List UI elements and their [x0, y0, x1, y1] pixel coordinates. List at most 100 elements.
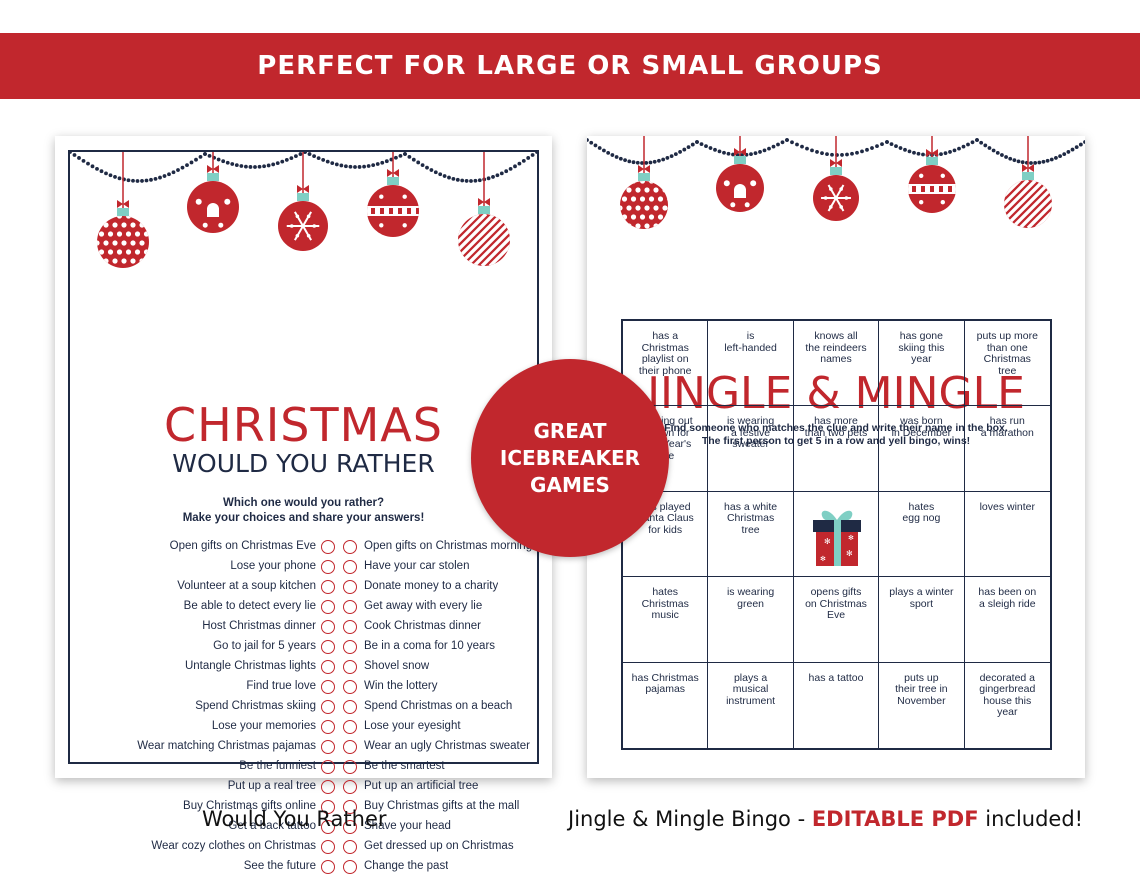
caption-editable-pdf: EDITABLE PDF: [811, 807, 979, 831]
ornament-icon: [97, 152, 149, 268]
bingo-cell[interactable]: was born in December: [879, 406, 965, 492]
bingo-cell[interactable]: has Christmas pajamas: [623, 662, 709, 748]
wyr-option-right: Donate money to a charity: [364, 580, 499, 592]
choice-circle-right[interactable]: [343, 780, 357, 794]
bingo-cell[interactable]: has a tattoo: [794, 662, 880, 748]
choice-circle-left[interactable]: [321, 720, 335, 734]
choice-circle-left[interactable]: [321, 620, 335, 634]
choice-circle-right[interactable]: [343, 660, 357, 674]
choice-circle-right[interactable]: [343, 600, 357, 614]
bingo-cell[interactable]: has a Christmas playlist on their phone: [623, 321, 709, 407]
choice-circle-left[interactable]: [321, 580, 335, 594]
wyr-instructions-line-2: Make your choices and share your answers…: [182, 512, 425, 524]
bingo-cell-text: has more than two pets: [804, 415, 868, 439]
jm-instructions-line-2: The first person to get 5 in a row and y…: [701, 435, 971, 447]
wyr-instructions-line-1: Which one would you rather?: [223, 497, 384, 509]
choice-circle-left[interactable]: [321, 700, 335, 714]
wyr-option-right: Lose your eyesight: [364, 720, 461, 732]
choice-circle-right[interactable]: [343, 680, 357, 694]
ornament-icon: [813, 136, 859, 221]
badge-line-3: GAMES: [530, 472, 610, 497]
ornament-icon: [187, 152, 239, 233]
choice-circle-right[interactable]: [343, 860, 357, 874]
bingo-cell-text: has been on a sleigh ride: [978, 586, 1037, 610]
choice-circle-left[interactable]: [321, 760, 335, 774]
choice-circle-right[interactable]: [343, 740, 357, 754]
bingo-cell[interactable]: hates egg nog: [879, 491, 965, 578]
choice-circle-right[interactable]: [343, 560, 357, 574]
choice-circle-right[interactable]: [343, 800, 357, 814]
wyr-option-right: Shave your head: [364, 820, 451, 832]
jm-instructions-line-1: Find someone who matches the clue and wr…: [664, 422, 1008, 434]
choice-circle-left[interactable]: [321, 740, 335, 754]
choice-circle-left[interactable]: [321, 800, 335, 814]
bingo-cell-text: puts up more than one Christmas tree: [976, 330, 1038, 377]
bingo-cell[interactable]: plays a musical instrument: [708, 662, 794, 748]
bingo-cell[interactable]: has a white Christmas tree: [708, 491, 794, 578]
bingo-free-cell[interactable]: ✻ ✻ ✻ ✻: [793, 491, 880, 578]
choice-circle-right[interactable]: [343, 760, 357, 774]
ornament-icon: [278, 152, 328, 251]
wyr-option-right: Shovel snow: [364, 660, 430, 672]
choice-circle-right[interactable]: [343, 700, 357, 714]
choice-circle-left[interactable]: [321, 540, 335, 554]
bingo-cell[interactable]: plays a winter sport: [879, 577, 965, 663]
jm-instructions: Find someone who matches the clue and wr…: [587, 422, 1085, 448]
bingo-cell[interactable]: knows all the reindeers names: [793, 321, 880, 407]
choice-circle-right[interactable]: [343, 540, 357, 554]
wyr-option-right: Get away with every lie: [364, 600, 483, 612]
bingo-cell-text: knows all the reindeers names: [805, 330, 867, 365]
wyr-option-left: Host Christmas dinner: [202, 620, 316, 632]
bingo-cell[interactable]: has been on a sleigh ride: [964, 577, 1050, 663]
wyr-option-left: Be the funniest: [239, 760, 316, 772]
bingo-cell-text: opens gifts on Christmas Eve: [805, 586, 867, 622]
wyr-row: Untangle Christmas lights Shovel snow: [85, 659, 540, 675]
choice-circle-right[interactable]: [343, 840, 357, 854]
wyr-option-left: Go to jail for 5 years: [213, 640, 316, 652]
wyr-option-left: See the future: [243, 860, 316, 872]
bingo-cell[interactable]: puts up their tree in November: [879, 662, 965, 748]
choice-circle-right[interactable]: [343, 640, 357, 654]
choice-circle-right[interactable]: [343, 720, 357, 734]
choice-circle-left[interactable]: [321, 780, 335, 794]
bingo-cell-text: was born in December: [891, 415, 952, 439]
choice-circle-left[interactable]: [321, 820, 335, 834]
choice-circle-left[interactable]: [321, 660, 335, 674]
bingo-cell[interactable]: loves winter: [964, 492, 1050, 578]
wyr-row: Buy Christmas gifts online Buy Christmas …: [85, 799, 540, 815]
bingo-cell-text: hates Christmas music: [641, 586, 689, 622]
wyr-option-left: Put up a real tree: [227, 780, 316, 792]
bingo-cell-text: is wearing green: [726, 586, 775, 610]
choice-circle-left[interactable]: [321, 860, 335, 874]
bingo-cell[interactable]: is wearing a festive sweater: [708, 406, 794, 492]
bingo-cell[interactable]: has gone skiing this year: [879, 321, 965, 407]
wyr-option-right: Have your car stolen: [364, 560, 470, 572]
choice-circle-right[interactable]: [343, 620, 357, 634]
bingo-cell[interactable]: has run a marathon: [964, 406, 1050, 492]
bingo-cell-text: decorated a gingerbread house this year: [979, 671, 1036, 719]
jm-title: JINGLE & MINGLE: [647, 368, 1025, 419]
wyr-option-left: Lose your phone: [230, 560, 316, 572]
choice-circle-right[interactable]: [343, 580, 357, 594]
choice-circle-left[interactable]: [321, 600, 335, 614]
bingo-cell[interactable]: decorated a gingerbread house this year: [965, 663, 1050, 748]
bingo-cell-text: is left-handed: [724, 330, 777, 354]
choice-circle-left[interactable]: [321, 680, 335, 694]
bingo-cell[interactable]: is wearing green: [708, 577, 794, 663]
badge-line-1: GREAT: [533, 418, 607, 443]
bingo-cell[interactable]: has more than two pets: [793, 406, 880, 492]
ornament-icon: [1004, 136, 1052, 228]
wyr-option-left: Spend Christmas skiing: [195, 700, 316, 712]
wyr-option-left: Untangle Christmas lights: [184, 660, 316, 672]
choice-circle-right[interactable]: [343, 820, 357, 834]
choice-circle-left[interactable]: [321, 840, 335, 854]
bingo-cell[interactable]: hates Christmas music: [623, 577, 709, 663]
wyr-row: Find true love Win the lottery: [85, 679, 540, 695]
bingo-cell[interactable]: is left-handed: [708, 321, 794, 407]
bingo-cell-text: loves winter: [979, 500, 1036, 513]
bingo-cell[interactable]: opens gifts on Christmas Eve: [793, 577, 880, 663]
choice-circle-left[interactable]: [321, 560, 335, 574]
caption-right-prefix: Jingle & Mingle Bingo -: [568, 807, 812, 831]
bingo-cell[interactable]: puts up more than one Christmas tree: [964, 321, 1050, 407]
choice-circle-left[interactable]: [321, 640, 335, 654]
